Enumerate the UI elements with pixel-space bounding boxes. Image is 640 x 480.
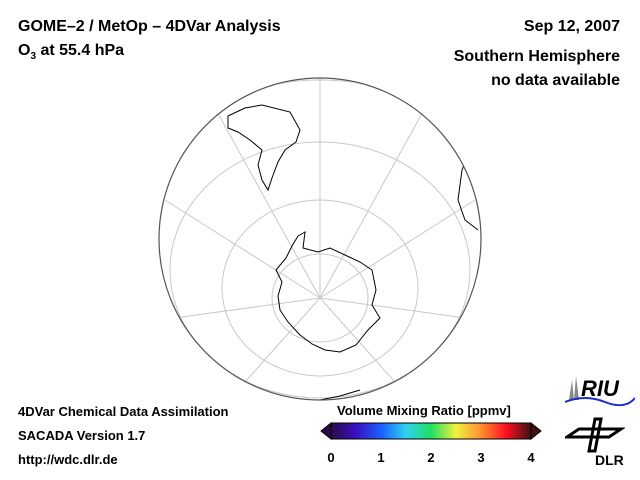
colorbar-tick-label: 4	[527, 450, 535, 465]
colorbar-under-arrow	[320, 422, 332, 441]
riu-logo: RIU	[565, 376, 635, 406]
colorbar-over-arrow	[530, 422, 542, 441]
map-title: GOME–2 / MetOp – 4DVar Analysis	[18, 18, 281, 35]
globe-outline	[158, 77, 482, 401]
hemisphere-label: Southern Hemisphere	[453, 48, 620, 65]
map-subtitle: O3 at 55.4 hPa	[18, 42, 124, 62]
colorbar-tick-label: 3	[477, 450, 485, 465]
pressure-level: at 55.4 hPa	[36, 42, 125, 59]
status-label: no data available	[491, 72, 620, 89]
species-subscript: 3	[30, 51, 37, 63]
dlr-logo	[565, 417, 625, 453]
colorbar-tick-label: 2	[427, 450, 435, 465]
colorbar-title: Volume Mixing Ratio [ppmv]	[337, 403, 511, 418]
colorbar-tick-label: 1	[377, 450, 385, 465]
graticule	[159, 78, 481, 400]
map-date: Sep 12, 2007	[523, 18, 620, 35]
coastlines	[227, 104, 479, 400]
colorbar	[320, 422, 542, 441]
australia-coast	[289, 389, 361, 400]
svg-text:RIU: RIU	[581, 376, 620, 401]
colorbar-tick-label: 0	[327, 450, 335, 465]
footer-url: http://wdc.dlr.de	[18, 452, 118, 467]
footer-line-2: SACADA Version 1.7	[18, 428, 146, 443]
dlr-logo-text: DLR	[595, 452, 624, 468]
colorbar-gradient	[330, 422, 532, 440]
footer-line-1: 4DVar Chemical Data Assimilation	[18, 404, 229, 419]
species: O	[18, 42, 31, 59]
antarctica-coast	[275, 231, 381, 353]
south-america-coast	[227, 104, 301, 192]
